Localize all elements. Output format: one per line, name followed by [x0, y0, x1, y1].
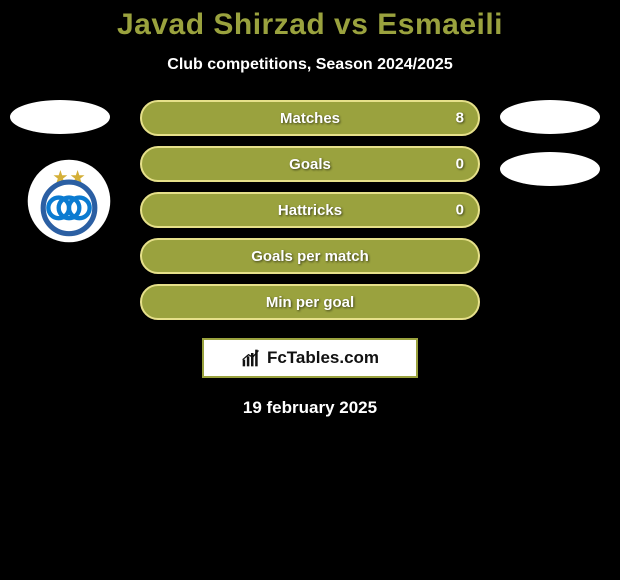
- club-logo-left: [26, 158, 112, 244]
- stat-bar-goals: Goals 0: [140, 146, 480, 182]
- stat-bar-goals-per-match: Goals per match: [140, 238, 480, 274]
- page-title: Javad Shirzad vs Esmaeili: [117, 8, 503, 42]
- generated-date: 19 february 2025: [243, 398, 377, 418]
- stat-bar-matches: Matches 8: [140, 100, 480, 136]
- player-right-placeholder-oval-1: [500, 100, 600, 134]
- stat-label: Hattricks: [278, 202, 342, 219]
- stat-value-right: 0: [456, 156, 464, 173]
- stat-bar-min-per-goal: Min per goal: [140, 284, 480, 320]
- player-right-placeholder-oval-2: [500, 152, 600, 186]
- stat-bar-list: Matches 8 Goals 0 Hattricks 0 Goals per …: [140, 100, 480, 320]
- player-left-placeholder-oval: [10, 100, 110, 134]
- stat-label: Goals per match: [251, 248, 369, 265]
- stat-label: Min per goal: [266, 294, 354, 311]
- comparison-card: Javad Shirzad vs Esmaeili Club competiti…: [0, 0, 620, 580]
- stat-value-right: 0: [456, 202, 464, 219]
- stat-label: Matches: [280, 110, 340, 127]
- page-subtitle: Club competitions, Season 2024/2025: [167, 56, 452, 74]
- bar-chart-icon: [241, 348, 261, 368]
- stat-label: Goals: [289, 156, 331, 173]
- brand-text: FcTables.com: [267, 348, 379, 368]
- stat-value-right: 8: [456, 110, 464, 127]
- stats-area: Matches 8 Goals 0 Hattricks 0 Goals per …: [0, 100, 620, 320]
- brand-attribution: FcTables.com: [202, 338, 418, 378]
- stat-bar-hattricks: Hattricks 0: [140, 192, 480, 228]
